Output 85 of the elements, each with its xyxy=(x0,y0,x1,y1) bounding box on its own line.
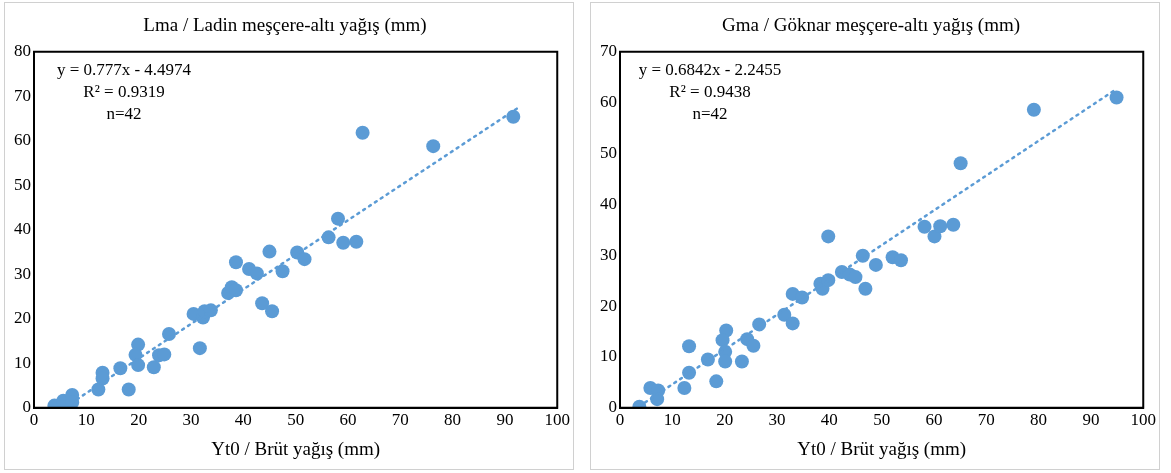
chart-title: Gma / Göknar meşçere-altı yağış (mm) xyxy=(721,14,1021,37)
x-tick-label: 20 xyxy=(716,410,734,430)
x-tick-label: 90 xyxy=(1082,410,1100,430)
point xyxy=(677,380,692,395)
point xyxy=(162,326,176,341)
x-tick-label: 60 xyxy=(925,410,943,430)
point xyxy=(933,219,948,234)
x-tick-label: 40 xyxy=(234,410,252,430)
annotation: n=42 xyxy=(692,103,728,123)
point xyxy=(917,219,932,234)
x-tick-label: 80 xyxy=(444,410,462,430)
point xyxy=(709,374,724,389)
y-tick-label: 0 xyxy=(22,397,31,417)
point xyxy=(426,139,441,154)
y-tick-label: 80 xyxy=(14,41,31,61)
annotation: n=42 xyxy=(106,103,142,123)
point xyxy=(746,338,761,353)
point xyxy=(331,211,346,226)
point xyxy=(953,156,968,171)
x-tick-label: 80 xyxy=(1030,410,1048,430)
point xyxy=(715,333,730,348)
x-tick-label: 40 xyxy=(820,410,838,430)
x-tick-label: 10 xyxy=(663,410,681,430)
point xyxy=(249,266,264,281)
point xyxy=(255,296,270,311)
point xyxy=(275,264,290,279)
point xyxy=(893,253,908,268)
y-tick-label: 40 xyxy=(14,219,31,239)
point xyxy=(121,382,136,397)
x-tick-label: 100 xyxy=(544,410,570,430)
y-tick-label: 20 xyxy=(14,308,31,328)
x-tick-label: 50 xyxy=(873,410,891,430)
point xyxy=(858,281,873,296)
annotation: R² = 0.9319 xyxy=(83,81,165,101)
point xyxy=(785,316,800,331)
y-tick-label: 30 xyxy=(600,244,617,264)
y-tick-label: 10 xyxy=(14,352,31,372)
point xyxy=(718,354,733,369)
x-tick-label: 70 xyxy=(391,410,409,430)
point xyxy=(682,339,697,354)
y-tick-label: 30 xyxy=(14,263,31,283)
annotation: y = 0.6842x - 2.2455 xyxy=(638,59,782,79)
point xyxy=(506,109,521,124)
point xyxy=(927,229,942,244)
y-tick-label: 0 xyxy=(608,397,617,417)
point xyxy=(946,217,961,232)
point xyxy=(131,358,146,373)
point xyxy=(1026,102,1041,117)
chart-title: Lma / Ladin meşçere-altı yağış (mm) xyxy=(143,14,427,37)
y-tick-label: 50 xyxy=(14,174,31,194)
annotation: R² = 0.9438 xyxy=(669,81,751,101)
point xyxy=(146,360,161,375)
point xyxy=(821,229,836,244)
y-tick-label: 20 xyxy=(600,295,617,315)
y-tick-label: 10 xyxy=(600,346,617,366)
x-axis-title: Yt0 / Brüt yağış (mm) xyxy=(211,437,381,460)
x-tick-label: 60 xyxy=(339,410,357,430)
point xyxy=(336,235,351,250)
point xyxy=(734,354,749,369)
y-tick-label: 40 xyxy=(600,193,617,213)
point xyxy=(228,255,243,270)
x-tick-label: 30 xyxy=(182,410,200,430)
point xyxy=(848,270,863,285)
x-tick-label: 100 xyxy=(1130,410,1156,430)
x-tick-label: 10 xyxy=(77,410,95,430)
point xyxy=(349,234,364,249)
x-axis-title: Yt0 / Brüt yağış (mm) xyxy=(797,437,967,460)
point xyxy=(192,341,207,356)
y-tick-label: 60 xyxy=(14,130,31,150)
x-tick-label: 30 xyxy=(768,410,786,430)
point xyxy=(262,244,277,259)
annotation: y = 0.777x - 4.4974 xyxy=(56,59,192,79)
y-tick-label: 70 xyxy=(600,41,617,61)
y-tick-label: 60 xyxy=(600,92,617,112)
y-tick-label: 70 xyxy=(14,85,31,105)
x-tick-label: 70 xyxy=(977,410,995,430)
point xyxy=(265,304,280,319)
point xyxy=(1109,90,1124,105)
point xyxy=(297,252,312,267)
x-tick-label: 50 xyxy=(287,410,305,430)
point xyxy=(355,125,370,140)
point xyxy=(868,257,883,272)
y-tick-label: 50 xyxy=(600,142,617,162)
x-tick-label: 90 xyxy=(496,410,514,430)
x-tick-label: 20 xyxy=(130,410,148,430)
